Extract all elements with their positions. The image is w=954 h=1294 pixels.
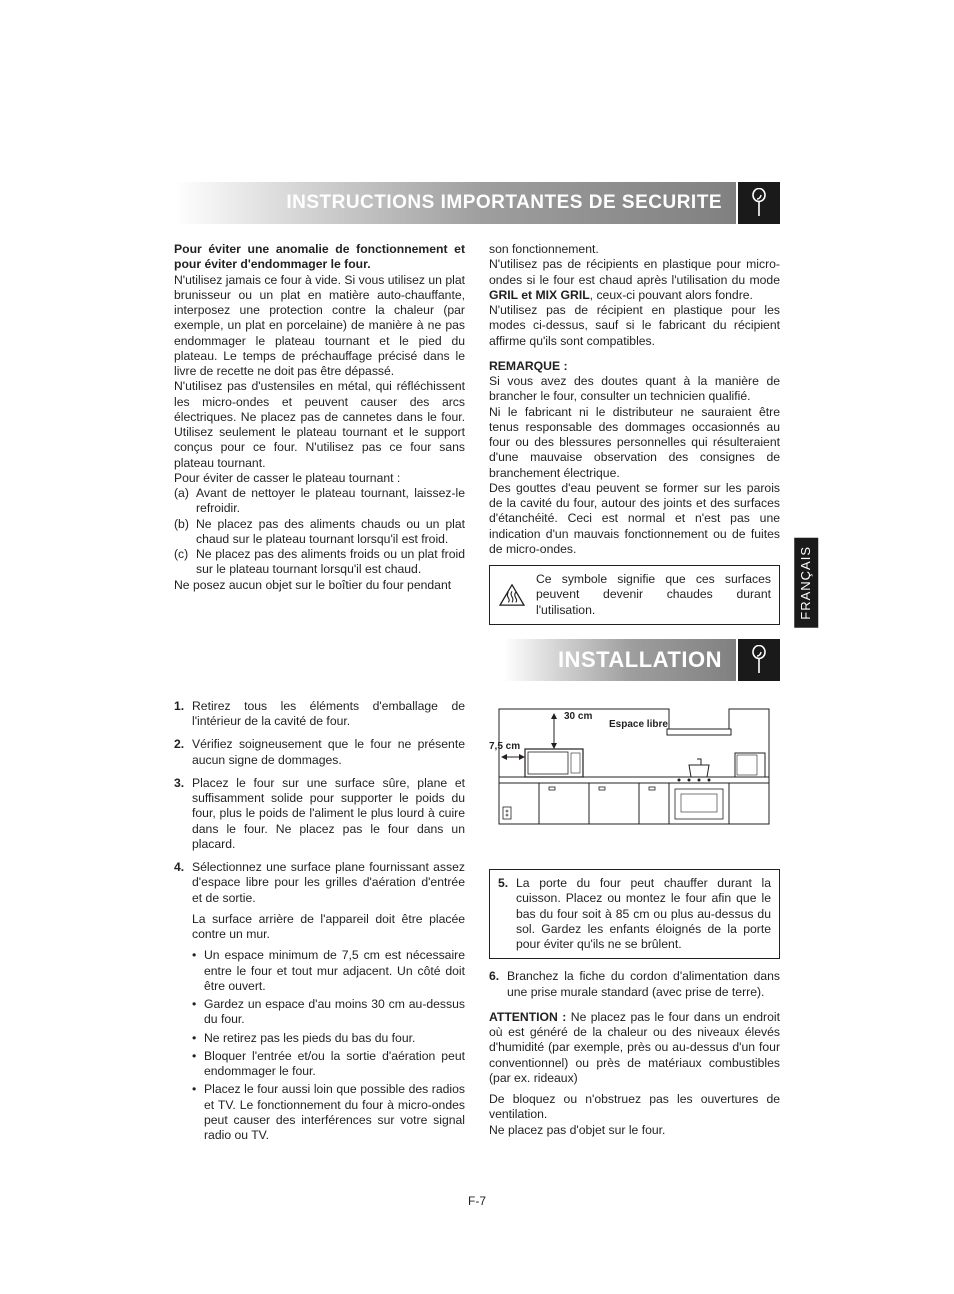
installation-diagram: 30 cm Espace libre 7,5 cm — [489, 699, 779, 849]
section2-title-bar: INSTALLATION — [504, 639, 736, 681]
install-steps: 1.Retirez tous les éléments d'emballage … — [174, 699, 465, 1147]
s1-p1: N'utilisez jamais ce four à vide. Si vou… — [174, 273, 465, 380]
step5-text: La porte du four peut chauffer durant la… — [516, 876, 771, 952]
step-1: 1.Retirez tous les éléments d'emballage … — [174, 699, 465, 730]
section1-col-left: Pour éviter une anomalie de fonctionneme… — [174, 242, 465, 625]
bullet-1: Un espace minimum de 7,5 cm est nécessai… — [192, 948, 465, 994]
section1-title: INSTRUCTIONS IMPORTANTES DE SECURITE — [286, 191, 722, 215]
hot-surface-icon — [498, 583, 526, 607]
section2-columns: 1.Retirez tous les éléments d'emballage … — [174, 699, 780, 1155]
step-2: 2.Vérifiez soigneusement que le four ne … — [174, 737, 465, 768]
hot-surface-note: Ce symbole signifie que ces surfaces peu… — [489, 565, 780, 625]
s1-heading: Pour éviter une anomalie de fonctionneme… — [174, 242, 465, 273]
step6-list: 6.Branchez la fiche du cordon d'alimenta… — [489, 969, 780, 1000]
attention-para: ATTENTION : Ne placez pas le four dans u… — [489, 1010, 780, 1086]
section2-col-right: 30 cm Espace libre 7,5 cm 5. La porte du… — [489, 699, 780, 1155]
s1-p2: N'utilisez pas d'ustensiles en métal, qu… — [174, 379, 465, 471]
s1r-p3: N'utilisez pas de récipient en plastique… — [489, 303, 780, 349]
s1r-p1: son fonctionnement. — [489, 242, 780, 257]
svg-text:7,5 cm: 7,5 cm — [489, 741, 520, 752]
s1-p3: Pour éviter de casser le plateau tournan… — [174, 471, 465, 486]
section1-col-right: son fonctionnement. N'utilisez pas de ré… — [489, 242, 780, 625]
step-4: 4. Sélectionnez une surface plane fourni… — [174, 860, 465, 1146]
s1r-p2: N'utilisez pas de récipients en plastiqu… — [489, 257, 780, 303]
s1-lb: (b)Ne placez pas des aliments chauds ou … — [174, 517, 465, 548]
section1-header: INSTRUCTIONS IMPORTANTES DE SECURITE — [174, 182, 780, 224]
s1-la: (a)Avant de nettoyer le plateau tournant… — [174, 486, 465, 517]
section2-col-left: 1.Retirez tous les éléments d'emballage … — [174, 699, 465, 1155]
section2-title: INSTALLATION — [558, 646, 722, 674]
section2-icon-tile — [738, 639, 780, 681]
svg-text:Espace libre: Espace libre — [609, 719, 668, 730]
bullet-4: Bloquer l'entrée et/ou la sortie d'aérat… — [192, 1049, 465, 1080]
spoon-icon — [747, 188, 771, 218]
s1-lc: (c)Ne placez pas des aliments froids ou … — [174, 547, 465, 578]
s1-lettered-list: (a)Avant de nettoyer le plateau tournant… — [174, 486, 465, 578]
section2-header: INSTALLATION — [174, 639, 780, 681]
end-p2: Ne placez pas d'objet sur le four. — [489, 1123, 780, 1138]
bullet-2: Gardez un espace d'au moins 30 cm au-des… — [192, 997, 465, 1028]
svg-text:30 cm: 30 cm — [564, 711, 592, 722]
s1r-p4: Si vous avez des doutes quant à la maniè… — [489, 374, 780, 405]
step4-bullets: Un espace minimum de 7,5 cm est nécessai… — [192, 948, 465, 1143]
step-3: 3.Placez le four sur une surface sûre, p… — [174, 776, 465, 852]
step-6: 6.Branchez la fiche du cordon d'alimenta… — [489, 969, 780, 1000]
s1r-p6: Des gouttes d'eau peuvent se former sur … — [489, 481, 780, 557]
section1-columns: Pour éviter une anomalie de fonctionneme… — [174, 242, 780, 625]
s1-p4: Ne posez aucun objet sur le boîtier du f… — [174, 578, 465, 593]
bullet-3: Ne retirez pas les pieds du bas du four. — [192, 1031, 465, 1046]
spoon-icon — [747, 645, 771, 675]
s1r-p5: Ni le fabricant ni le distributeur ne sa… — [489, 405, 780, 481]
step5-box: 5. La porte du four peut chauffer durant… — [489, 869, 780, 959]
page-number: F-7 — [174, 1194, 780, 1209]
s1r-h2: REMARQUE : — [489, 359, 780, 374]
language-tab: FRANÇAIS — [794, 538, 818, 628]
bullet-5: Placez le four aussi loin que possible d… — [192, 1082, 465, 1143]
section1-icon-tile — [738, 182, 780, 224]
end-p1: De bloquez ou n'obstruez pas les ouvertu… — [489, 1092, 780, 1123]
section1-title-bar: INSTRUCTIONS IMPORTANTES DE SECURITE — [174, 182, 736, 224]
hot-surface-text: Ce symbole signifie que ces surfaces peu… — [536, 572, 771, 618]
